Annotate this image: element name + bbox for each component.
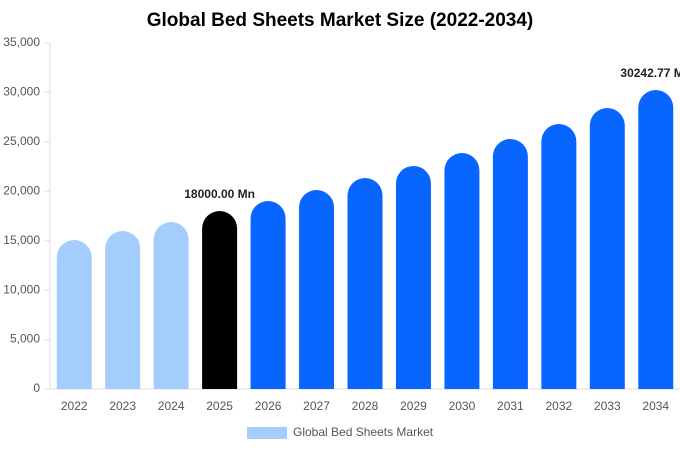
- y-tick-label: 0: [33, 381, 40, 395]
- bar: [202, 211, 238, 389]
- x-tick-label: 2031: [497, 399, 524, 413]
- bar: [105, 231, 141, 389]
- y-tick-label: 10,000: [3, 282, 40, 296]
- legend-swatch: [247, 427, 287, 439]
- bar: [347, 178, 383, 389]
- bar: [589, 108, 625, 389]
- legend-label: Global Bed Sheets Market: [293, 425, 434, 439]
- x-tick-label: 2028: [352, 399, 379, 413]
- y-tick-label: 30,000: [3, 85, 40, 99]
- x-tick-label: 2034: [642, 399, 669, 413]
- y-tick-label: 35,000: [3, 35, 40, 49]
- bar: [299, 190, 335, 389]
- x-tick-label: 2026: [255, 399, 282, 413]
- x-tick-label: 2022: [61, 399, 88, 413]
- y-tick-label: 20,000: [3, 183, 40, 197]
- chart-title: Global Bed Sheets Market Size (2022-2034…: [147, 10, 534, 31]
- bar: [444, 153, 480, 389]
- x-tick-label: 2033: [594, 399, 621, 413]
- x-tick-label: 2027: [303, 399, 330, 413]
- x-tick-label: 2025: [206, 399, 233, 413]
- bar: [492, 138, 528, 389]
- y-tick-label: 5,000: [10, 332, 40, 346]
- x-tick-label: 2032: [545, 399, 572, 413]
- x-tick-label: 2023: [109, 399, 136, 413]
- x-tick-label: 2030: [449, 399, 476, 413]
- y-tick-label: 25,000: [3, 134, 40, 148]
- value-label: 30242.77 Mn: [620, 66, 680, 80]
- bar: [395, 165, 431, 389]
- bar: [638, 90, 674, 389]
- bar: [541, 123, 577, 390]
- x-tick-label: 2029: [400, 399, 427, 413]
- y-tick-label: 15,000: [3, 233, 40, 247]
- bar: [250, 200, 286, 389]
- value-label: 18000.00 Mn: [184, 187, 255, 201]
- bar: [153, 222, 189, 389]
- x-tick-label: 2024: [158, 399, 185, 413]
- bar: [56, 240, 92, 389]
